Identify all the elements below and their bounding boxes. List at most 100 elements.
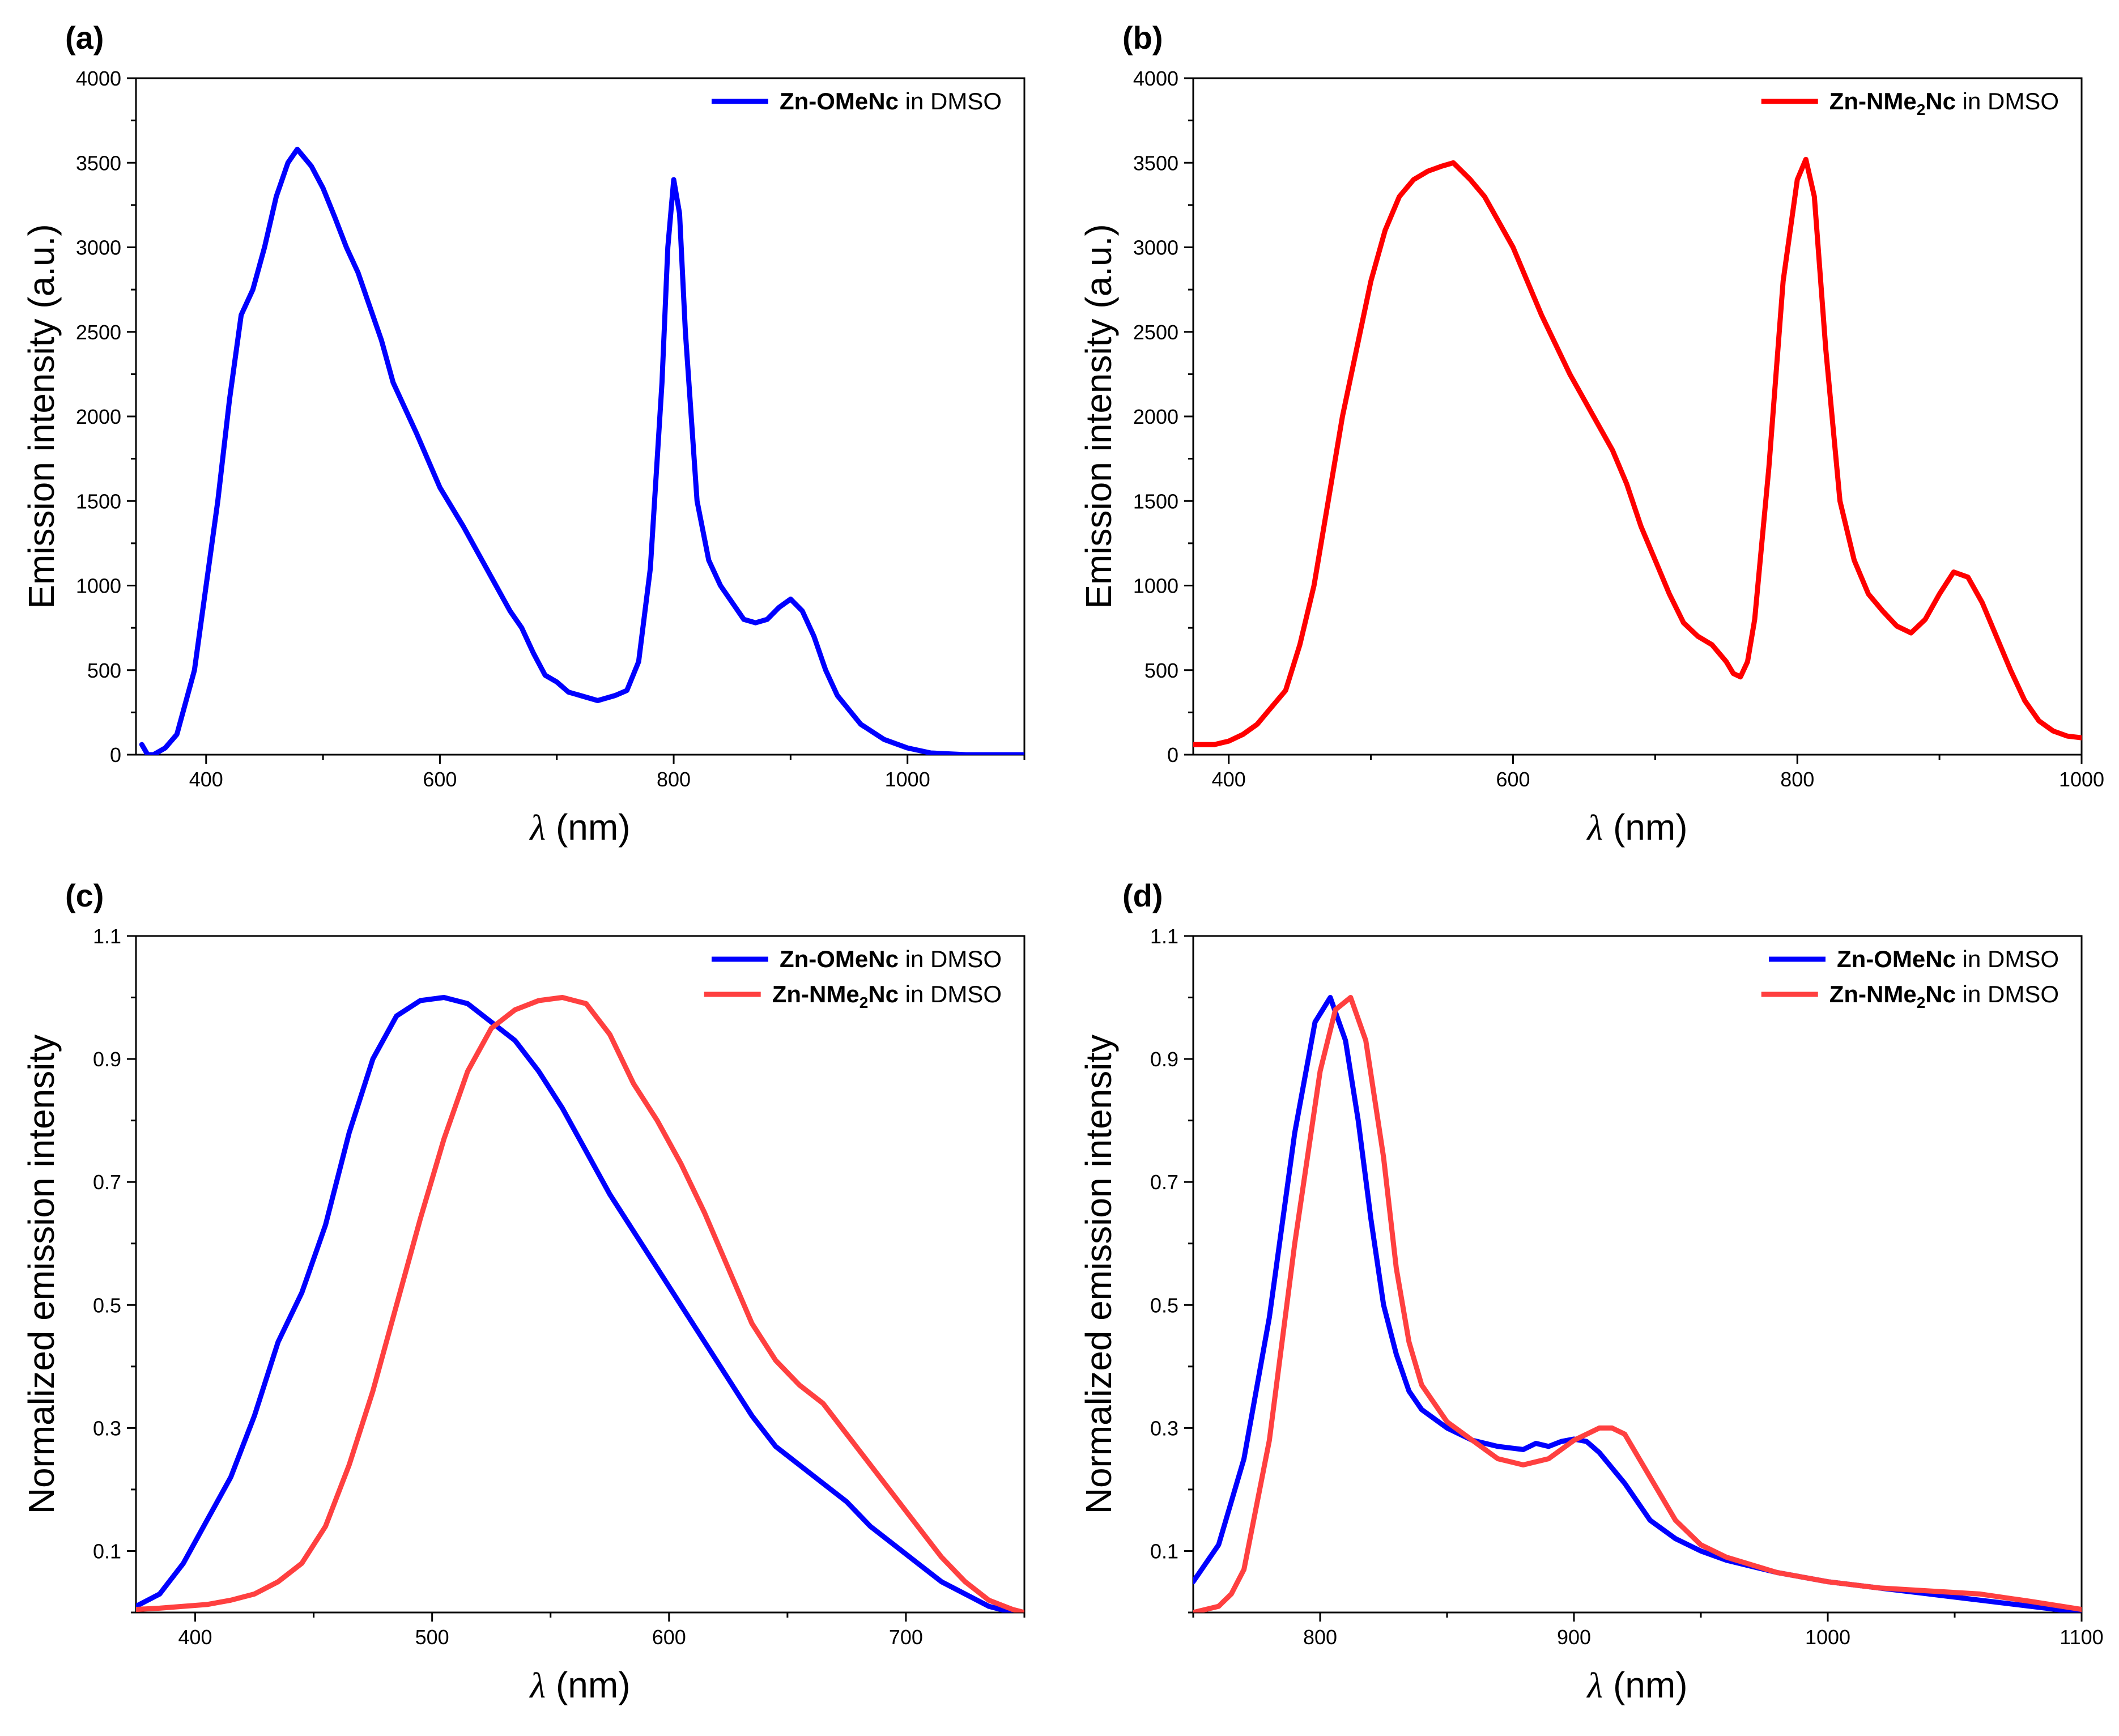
legend-label: Zn-NMe2Nc in DMSO	[1829, 88, 2059, 118]
y-tick-label: 1.1	[1150, 925, 1178, 948]
legend-compound-tail: Nc	[1925, 981, 1956, 1007]
y-tick-label: 0.7	[1150, 1171, 1178, 1194]
y-tick-label: 500	[1144, 659, 1178, 682]
x-tick-label: 1000	[2059, 768, 2104, 791]
legend-label: Zn-OMeNc in DMSO	[780, 88, 1002, 114]
x-tick-label: 400	[189, 768, 223, 791]
y-tick-label: 2000	[76, 405, 121, 428]
y-tick-label: 0.1	[1150, 1539, 1178, 1563]
y-tick-label: 0.3	[1150, 1416, 1178, 1440]
x-axis-unit: (nm)	[546, 1665, 630, 1705]
x-tick-label: 600	[1496, 768, 1530, 791]
y-tick-label: 0.7	[93, 1171, 121, 1194]
legend-compound-tail: Nc	[1925, 88, 1956, 114]
x-axis-symbol: λ	[529, 807, 546, 848]
y-tick-label: 3000	[76, 236, 121, 259]
y-tick-label: 0	[1167, 743, 1178, 767]
y-tick-label: 3500	[1133, 151, 1178, 175]
chart-panel-1: 400 600 800 1000 0 500 1000 1500 2000 2500 3000 350…	[21, 20, 1026, 848]
y-tick-label: 1.1	[93, 925, 121, 948]
legend-compound: Zn-NMe	[772, 981, 859, 1007]
x-tick-label: 1000	[885, 768, 930, 791]
y-axis-title: Emission intensity (a.u.)	[21, 224, 62, 609]
x-axis-title: λ (nm)	[1586, 1665, 1687, 1705]
x-tick-label: 1100	[2060, 1626, 2103, 1649]
x-tick-label: 900	[1557, 1626, 1591, 1649]
series-line-1	[136, 995, 1024, 1612]
y-tick-label: 1000	[76, 575, 121, 598]
x-tick-label: 600	[652, 1626, 686, 1649]
x-tick-label: 800	[657, 768, 691, 791]
panel-label: (a)	[65, 20, 104, 56]
series-line-1	[139, 146, 1024, 755]
y-tick-label: 0.1	[93, 1539, 121, 1563]
legend-suffix: in DMSO	[1956, 981, 2059, 1007]
y-tick-label: 1500	[1133, 490, 1178, 513]
x-axis-unit: (nm)	[546, 807, 630, 848]
panel-label: (c)	[65, 878, 104, 913]
plot-frame	[1192, 77, 2083, 756]
legend-label: Zn-NMe2Nc in DMSO	[772, 981, 1002, 1011]
y-axis-title: Emission intensity (a.u.)	[1078, 224, 1119, 609]
y-tick-label: 4000	[76, 67, 121, 90]
legend-suffix: in DMSO	[899, 981, 1002, 1007]
panel-label: (d)	[1122, 878, 1163, 913]
plot-frame	[135, 935, 1026, 1614]
x-tick-label: 700	[889, 1626, 923, 1649]
y-axis-title: Normalized emission intensity	[1078, 1035, 1119, 1514]
y-tick-label: 0.9	[1150, 1048, 1178, 1071]
legend-compound-subscript: 2	[859, 994, 869, 1011]
legend-label: Zn-NMe2Nc in DMSO	[1829, 981, 2059, 1011]
x-tick-label: 600	[423, 768, 457, 791]
y-tick-label: 0.3	[93, 1416, 121, 1440]
legend-compound: Zn-OMeNc	[780, 946, 899, 972]
legend-suffix: in DMSO	[1956, 88, 2059, 114]
x-axis-title: λ (nm)	[1586, 807, 1687, 848]
y-tick-label: 1000	[1133, 575, 1178, 598]
x-tick-label: 400	[1212, 768, 1246, 791]
x-axis-symbol: λ	[529, 1665, 546, 1705]
x-tick-label: 400	[178, 1626, 212, 1649]
y-tick-label: 2500	[1133, 321, 1178, 344]
legend-compound: Zn-OMeNc	[780, 88, 899, 114]
y-tick-label: 3000	[1133, 236, 1178, 259]
legend-suffix: in DMSO	[899, 88, 1002, 114]
plot-frame	[1192, 935, 2083, 1614]
legend-compound: Zn-OMeNc	[1837, 946, 1956, 972]
legend-compound: Zn-NMe	[1829, 88, 1917, 114]
legend-compound-subscript: 2	[1917, 994, 1926, 1011]
y-tick-label: 3500	[76, 151, 121, 175]
legend-label: Zn-OMeNc in DMSO	[780, 946, 1002, 972]
x-axis-symbol: λ	[1586, 807, 1603, 848]
x-tick-label: 800	[1303, 1626, 1337, 1649]
legend-suffix: in DMSO	[899, 946, 1002, 972]
series-line-1	[1193, 156, 2082, 747]
y-axis-title: Normalized emission intensity	[21, 1035, 62, 1514]
chart-panel-3: 400 500 600 700 0.1 0.3 0.5 0.7 0.9 1.1 λ (nm) Norm…	[21, 878, 1026, 1705]
y-tick-label: 2500	[76, 321, 121, 344]
y-tick-label: 0.9	[93, 1048, 121, 1071]
series-line-2	[136, 995, 1024, 1612]
y-tick-label: 0.5	[93, 1294, 121, 1317]
legend-suffix: in DMSO	[1956, 946, 2059, 972]
y-tick-label: 0	[110, 743, 121, 767]
series-line-2	[1193, 995, 2082, 1612]
chart-panel-2: 400 600 800 1000 0 500 1000 1500 2000 2500 3000 350…	[1078, 20, 2104, 848]
x-axis-symbol: λ	[1586, 1665, 1603, 1705]
legend-compound-tail: Nc	[868, 981, 899, 1007]
y-tick-label: 1500	[76, 490, 121, 513]
panel-label: (b)	[1122, 20, 1163, 56]
x-tick-label: 1000	[1805, 1626, 1850, 1649]
legend-label: Zn-OMeNc in DMSO	[1837, 946, 2059, 972]
x-axis-title: λ (nm)	[529, 1665, 630, 1705]
chart-panel-4: 800 900 1000 1100 0.1 0.3 0.5 0.7 0.9 1.1 λ (nm) No…	[1078, 878, 2104, 1705]
series-line-1	[1193, 995, 2082, 1612]
legend-compound: Zn-NMe	[1829, 981, 1917, 1007]
x-axis-unit: (nm)	[1603, 807, 1687, 848]
x-axis-title: λ (nm)	[529, 807, 630, 848]
y-tick-label: 0.5	[1150, 1294, 1178, 1317]
x-tick-label: 800	[1780, 768, 1814, 791]
y-tick-label: 4000	[1133, 67, 1178, 90]
x-tick-label: 500	[415, 1626, 449, 1649]
